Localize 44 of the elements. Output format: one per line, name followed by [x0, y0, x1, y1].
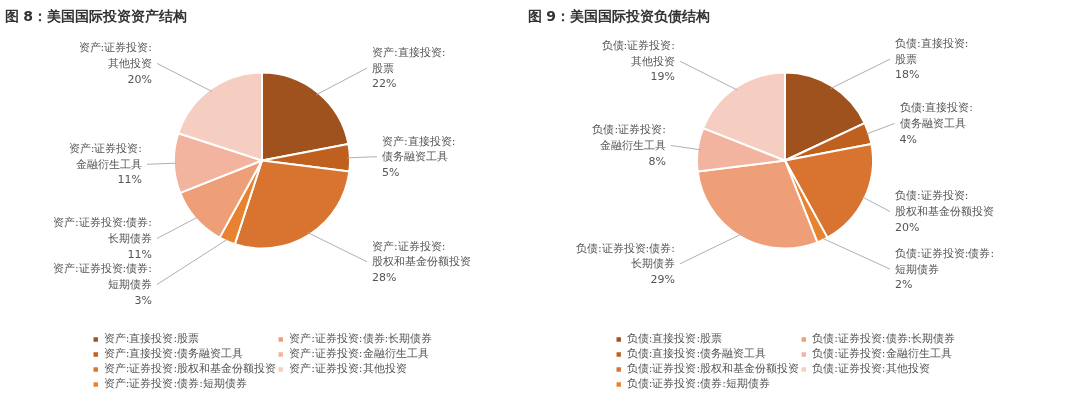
slice-label: 资产:证券投资:债券: 短期债券: [52, 262, 153, 291]
data-label: 11%: [127, 247, 152, 261]
data-label: 19%: [650, 70, 675, 84]
data-label: 22%: [372, 77, 397, 91]
legend-label: 负债:证券投资:其他投资: [812, 361, 930, 376]
data-label: 18%: [895, 68, 920, 82]
legend-label: 资产:证券投资:债券:短期债券: [103, 376, 247, 391]
legend-label: 资产:证券投资:债券:长期债券: [289, 331, 433, 346]
slice-label: 资产:直接投资: 股票: [372, 45, 446, 75]
slice-label: 资产:证券投资: 股权和基金份额投资: [372, 239, 471, 269]
legend-label: 负债:证券投资:股权和基金份额投资: [626, 361, 800, 376]
data-label: 29%: [650, 272, 675, 286]
slice-label: 负债:证券投资: 金融衍生工具: [592, 123, 666, 152]
legend-label: 负债:证券投资:金融衍生工具: [812, 346, 952, 361]
slice-label: 资产:直接投资: 债务融资工具: [381, 134, 456, 164]
slice-label: 负债:直接投资: 债务融资工具: [899, 101, 974, 130]
slice-label: 负债:直接投资: 股票: [895, 37, 969, 66]
chart-title: 图 9：美国国际投资负债结构: [527, 7, 711, 24]
slice-label: 负债:证券投资: 股权和基金份额投资: [895, 189, 994, 219]
data-label: 5%: [381, 165, 400, 179]
data-label: 28%: [372, 270, 397, 284]
data-label: 20%: [895, 220, 920, 234]
data-label: 4%: [899, 132, 918, 146]
legend-label: 资产:证券投资:其他投资: [289, 361, 407, 376]
slice-label: 负债:证券投资:债券: 长期债券: [575, 241, 676, 271]
data-label: 11%: [117, 173, 143, 187]
legend-label: 资产:证券投资:金融衍生工具: [289, 346, 429, 361]
legend-label: 负债:直接投资:债务融资工具: [626, 346, 767, 361]
legend-label: 负债:证券投资:债券:短期债券: [626, 376, 770, 391]
data-label: 2%: [895, 278, 913, 292]
slice-label: 负债:证券投资:债券: 短期债券: [895, 246, 995, 276]
chart-title: 图 8：美国国际投资资产结构: [4, 7, 188, 24]
slice-label: 资产:证券投资:债券: 长期债券: [52, 216, 153, 245]
data-label: 20%: [127, 72, 152, 86]
legend-label: 资产:直接投资:债务融资工具: [103, 346, 244, 361]
slice-label: 负债:证券投资: 其他投资: [601, 39, 676, 68]
slice-label: 资产:证券投资: 金融衍生工具: [68, 142, 143, 171]
legend-label: 负债:证券投资:债券:长期债券: [812, 331, 956, 346]
legend-label: 资产:直接投资:股票: [103, 331, 200, 346]
legend-label: 资产:证券投资:股权和基金份额投资: [103, 361, 277, 376]
legend-label: 负债:直接投资:股票: [626, 331, 723, 346]
data-label: 3%: [134, 293, 152, 307]
data-label: 8%: [648, 154, 666, 168]
slice-label: 资产:证券投资: 其他投资: [78, 41, 153, 70]
